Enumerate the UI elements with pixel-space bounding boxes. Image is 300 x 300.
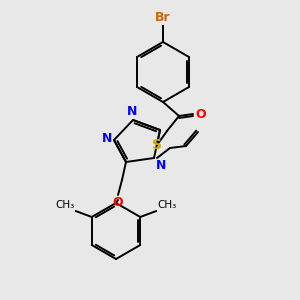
Text: CH₃: CH₃ (157, 200, 176, 210)
Text: CH₃: CH₃ (56, 200, 75, 210)
Text: S: S (152, 138, 162, 152)
Text: Br: Br (155, 11, 171, 24)
Text: O: O (113, 196, 123, 209)
Text: N: N (127, 105, 137, 118)
Text: O: O (195, 107, 206, 121)
Text: N: N (156, 159, 166, 172)
Text: N: N (102, 133, 112, 146)
